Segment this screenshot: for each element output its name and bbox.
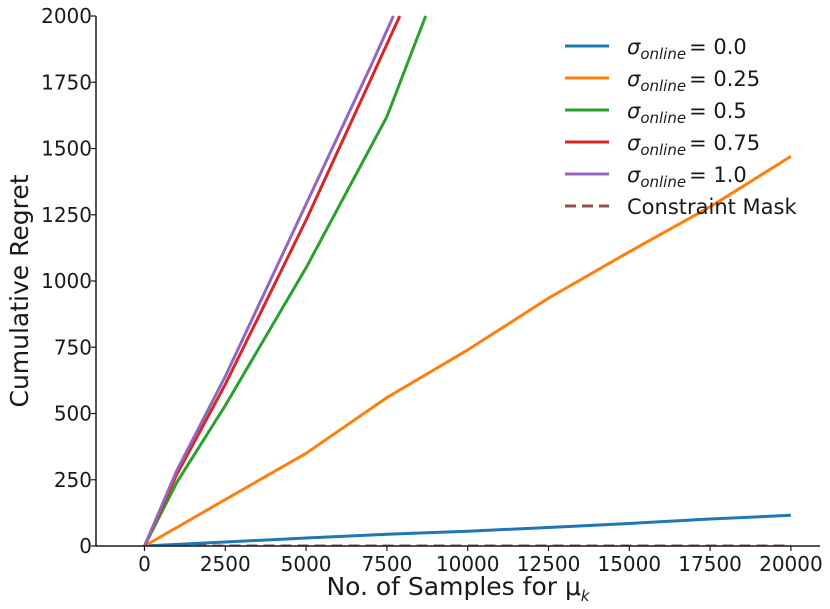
plot-lines	[143, 15, 792, 546]
y-tick-label: 1000	[41, 269, 92, 293]
y-tick-label: 2000	[41, 4, 92, 28]
y-tick-label: 0	[79, 534, 92, 558]
x-tick-label: 15000	[597, 552, 661, 576]
y-tick-label: 250	[54, 468, 92, 492]
y-tick-label: 750	[54, 335, 92, 359]
x-ticks: 0 2500 5000 7500 10000 12500 15000 17500 20000	[138, 546, 823, 576]
y-tick-label: 500	[54, 402, 92, 426]
y-tick-label: 1500	[41, 137, 92, 161]
x-tick-label: 5000	[281, 552, 332, 576]
legend-label: σonline = 0.0	[627, 35, 747, 63]
x-tick-label: 10000	[436, 552, 500, 576]
legend-label: σonline = 0.5	[627, 99, 747, 127]
series-line-3	[143, 15, 402, 546]
axes	[95, 16, 820, 547]
y-axis-label: Cumulative Regret	[5, 174, 34, 407]
series-line-2	[143, 15, 428, 546]
series-line-4	[143, 15, 395, 546]
x-tick-label: 2500	[200, 552, 251, 576]
x-tick-label: 20000	[759, 552, 823, 576]
x-tick-label: 17500	[678, 552, 742, 576]
legend-label: Constraint Mask	[627, 195, 797, 219]
y-tick-label: 1750	[41, 70, 92, 94]
x-tick-label: 7500	[361, 552, 412, 576]
x-axis-label: No. of Samples for μk	[326, 572, 590, 605]
legend-label: σonline = 0.75	[627, 131, 760, 159]
series-line-1	[143, 155, 792, 546]
x-tick-label: 0	[138, 552, 151, 576]
legend-label: σonline = 1.0	[627, 163, 747, 191]
legend: σonline = 0.0 σonline = 0.25 σonline = 0.5 σon…	[565, 35, 797, 219]
y-tick-label: 1250	[41, 203, 92, 227]
series-line-0	[144, 513, 791, 546]
legend-label: σonline = 0.25	[627, 67, 760, 95]
x-tick-label: 12500	[517, 552, 581, 576]
y-ticks: 0 250 500 750 1000 1250 1500 1750 2000	[41, 4, 96, 558]
